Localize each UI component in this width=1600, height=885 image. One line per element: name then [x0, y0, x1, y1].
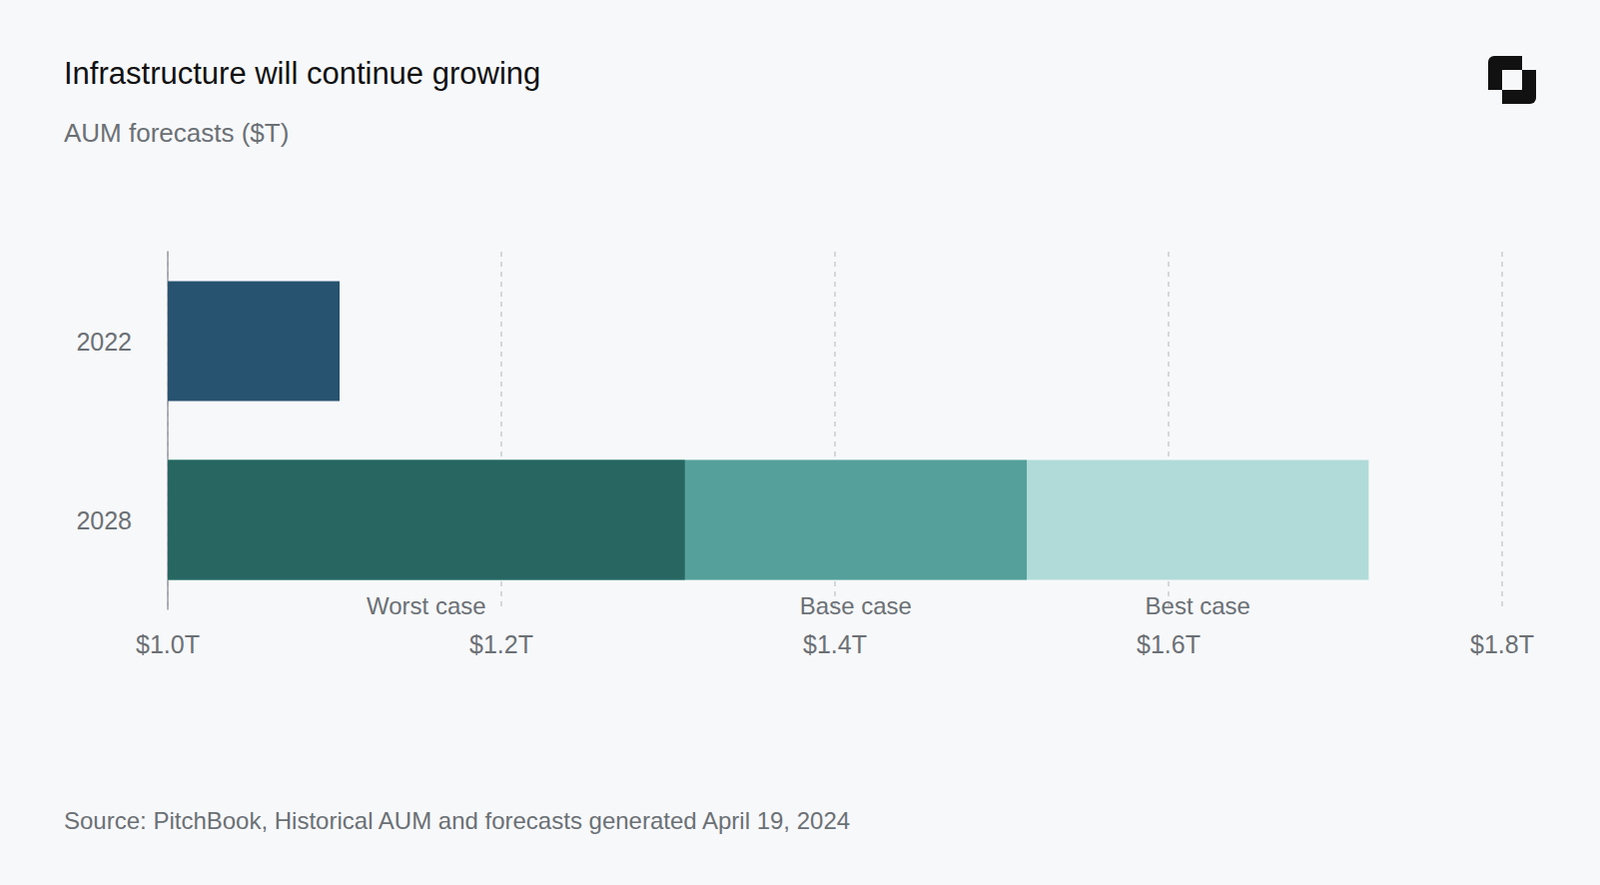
svg-text:Source: PitchBook, Historical: Source: PitchBook, Historical AUM and fo…: [63, 806, 850, 834]
svg-text:$1.6T: $1.6T: [1136, 630, 1201, 659]
svg-text:Infrastructure will continue g: Infrastructure will continue growing: [63, 55, 541, 91]
svg-text:2028: 2028: [75, 506, 132, 535]
svg-text:Base case: Base case: [800, 592, 912, 620]
svg-text:AUM forecasts ($T): AUM forecasts ($T): [63, 117, 289, 148]
svg-text:$1.2T: $1.2T: [469, 630, 534, 659]
svg-text:Worst case: Worst case: [366, 592, 487, 620]
svg-text:Best case: Best case: [1145, 592, 1251, 620]
svg-text:$1.4T: $1.4T: [802, 630, 867, 659]
svg-text:$1.8T: $1.8T: [1470, 630, 1535, 659]
svg-text:2022: 2022: [75, 327, 132, 356]
svg-text:$1.0T: $1.0T: [135, 630, 200, 659]
